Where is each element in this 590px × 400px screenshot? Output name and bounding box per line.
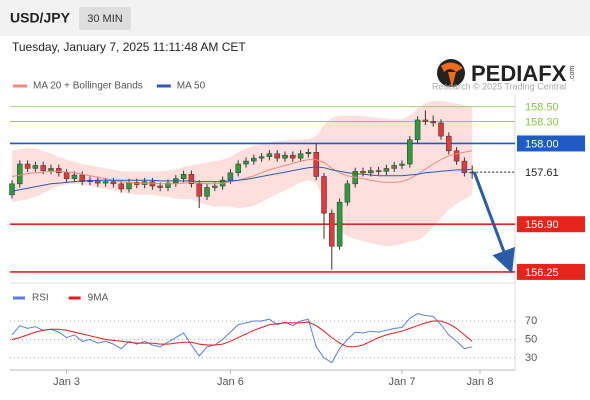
candle-body [102, 181, 109, 184]
indicator-line [11, 313, 473, 364]
candle-body [344, 183, 351, 203]
x-tick-label: Jan 3 [53, 376, 80, 388]
candle-body [313, 152, 319, 177]
x-tick-label: Jan 7 [389, 376, 416, 388]
candle-body [17, 163, 23, 185]
logo-suffix: .com [569, 66, 576, 81]
candle-body [9, 183, 15, 196]
level-label: 158.00 [525, 138, 559, 150]
candle-body [110, 181, 117, 185]
candle-body [196, 183, 202, 197]
credit: Research © 2025 Trading Central [432, 81, 566, 91]
candle-body [24, 163, 31, 169]
candle-body [360, 171, 366, 174]
y-tick-label: 30 [525, 352, 537, 364]
ma-line [11, 150, 473, 185]
candle-body [48, 168, 54, 171]
candle-body [63, 172, 70, 179]
bollinger-band [12, 100, 473, 247]
legend-label: RSI [32, 293, 49, 304]
projection-arrow [472, 171, 515, 274]
x-tick-label: Jan 6 [217, 376, 244, 388]
timestamp: Tuesday, January 7, 2025 11:11:48 AM CET [12, 40, 246, 54]
candle-body [149, 181, 156, 187]
candle-body [165, 182, 171, 188]
candle-body [282, 154, 288, 159]
candle-body [290, 154, 296, 159]
level-label: 156.90 [525, 219, 559, 231]
x-tick-label: Jan 8 [467, 376, 494, 388]
candle-body [368, 170, 374, 174]
candle-body [336, 201, 343, 247]
candle-body [243, 160, 249, 165]
candle-body [251, 157, 257, 162]
level-label: 157.61 [525, 167, 559, 179]
candle-body [407, 139, 413, 165]
candle-body [235, 163, 241, 174]
candle-body [56, 168, 62, 174]
candle-body [453, 150, 460, 162]
candle-body [212, 185, 218, 188]
candle-body [383, 168, 390, 172]
candle-body [180, 174, 187, 179]
symbol: USD/JPY [10, 10, 71, 26]
level-label: 158.50 [525, 102, 559, 114]
level-label: 156.25 [525, 267, 559, 279]
interval: 30 MIN [87, 13, 123, 25]
legend-label: 9MA [88, 293, 109, 304]
candle-body [79, 174, 85, 182]
candle-body [414, 119, 421, 141]
level-label: 158.30 [525, 116, 559, 128]
logo-icon [437, 59, 465, 88]
candle-body [438, 122, 444, 137]
y-tick-label: 50 [525, 333, 537, 345]
candle-body [266, 153, 273, 157]
candle-body [118, 183, 124, 190]
candle-body [399, 163, 405, 166]
level-label-box [517, 216, 585, 233]
candle-body [274, 153, 280, 159]
candle-body [227, 172, 234, 181]
level-label-box [517, 263, 585, 280]
candle-body [188, 174, 195, 185]
y-tick-label: 70 [525, 315, 537, 327]
candle-body [329, 212, 335, 247]
interval-badge [79, 7, 131, 30]
candle-body [391, 165, 397, 169]
candle-body [422, 119, 429, 122]
candle-body [204, 187, 210, 197]
candle-body [446, 135, 452, 152]
candle-body [297, 153, 304, 159]
legend-label: MA 50 [177, 81, 206, 92]
candle-body [71, 174, 78, 179]
candle-body [258, 156, 265, 159]
candle-body [461, 160, 468, 174]
candle-body [40, 165, 46, 171]
candle-body [32, 165, 39, 169]
legend-label: MA 20 + Bollinger Bands [33, 81, 143, 92]
candle-body [375, 170, 382, 172]
candle-body [430, 121, 436, 124]
logo: PEDIAFX [471, 61, 567, 86]
candle-body [305, 152, 312, 154]
candle-body [126, 182, 132, 190]
indicator-line [11, 320, 473, 348]
ma-line [11, 166, 473, 192]
candle-body [157, 185, 163, 188]
level-label-box [517, 135, 585, 152]
candle-body [321, 176, 327, 214]
